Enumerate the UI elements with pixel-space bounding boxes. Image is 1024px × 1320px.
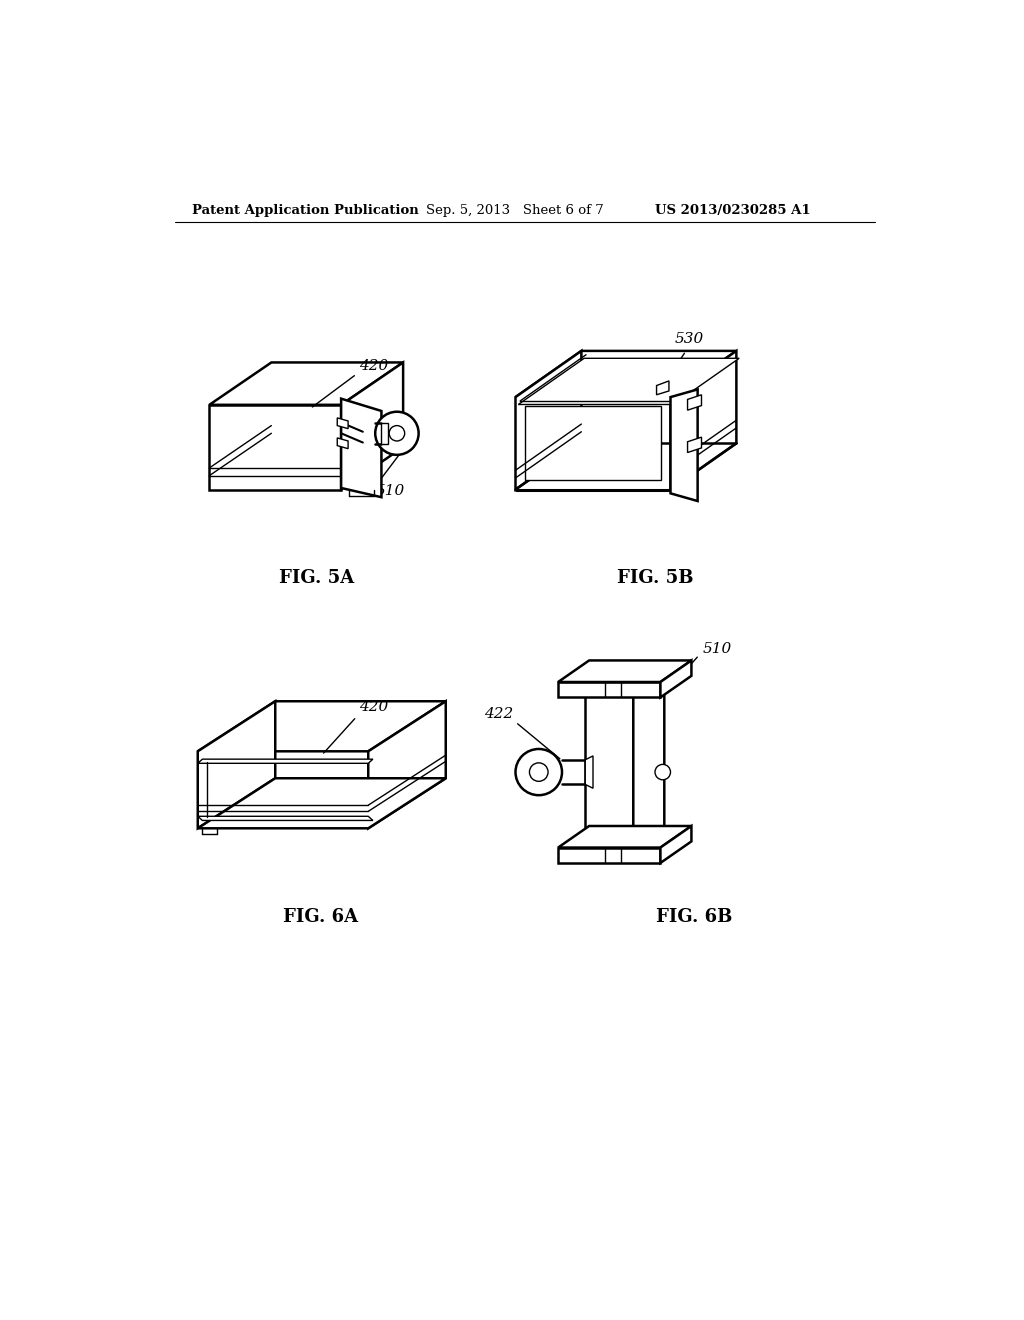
Polygon shape: [671, 351, 736, 490]
Circle shape: [655, 764, 671, 780]
Polygon shape: [586, 756, 593, 788]
Text: US 2013/0230285 A1: US 2013/0230285 A1: [655, 205, 811, 218]
Polygon shape: [671, 389, 697, 502]
Text: Sep. 5, 2013   Sheet 6 of 7: Sep. 5, 2013 Sheet 6 of 7: [426, 205, 604, 218]
Polygon shape: [198, 759, 373, 763]
Polygon shape: [337, 438, 348, 449]
Text: 510: 510: [375, 484, 404, 498]
Text: FIG. 5A: FIG. 5A: [279, 569, 354, 587]
Polygon shape: [337, 418, 348, 429]
Polygon shape: [369, 701, 445, 829]
Polygon shape: [687, 395, 701, 411]
Polygon shape: [341, 363, 403, 490]
Polygon shape: [341, 399, 381, 498]
Polygon shape: [660, 826, 691, 863]
Polygon shape: [198, 779, 445, 829]
Circle shape: [529, 763, 548, 781]
Text: 510: 510: [703, 642, 732, 656]
Polygon shape: [518, 358, 739, 404]
Text: 530: 530: [675, 333, 703, 346]
Polygon shape: [209, 363, 403, 405]
Polygon shape: [381, 422, 388, 444]
Text: Patent Application Publication: Patent Application Publication: [191, 205, 418, 218]
Polygon shape: [198, 701, 445, 751]
Text: FIG. 6B: FIG. 6B: [655, 908, 732, 925]
Polygon shape: [558, 847, 660, 863]
Circle shape: [515, 748, 562, 795]
Polygon shape: [586, 693, 633, 851]
Polygon shape: [656, 381, 669, 395]
Circle shape: [375, 412, 419, 455]
Polygon shape: [633, 672, 665, 851]
Polygon shape: [558, 826, 691, 847]
Polygon shape: [198, 816, 373, 821]
Text: 420: 420: [359, 359, 388, 374]
Polygon shape: [209, 405, 341, 490]
Polygon shape: [660, 660, 691, 697]
Text: 420: 420: [359, 700, 388, 714]
Text: FIG. 6A: FIG. 6A: [283, 908, 357, 925]
Circle shape: [389, 425, 404, 441]
Polygon shape: [524, 407, 662, 480]
Text: FIG. 5B: FIG. 5B: [616, 569, 693, 587]
Polygon shape: [198, 701, 275, 829]
Polygon shape: [515, 351, 582, 490]
Text: 422: 422: [484, 708, 514, 721]
Polygon shape: [558, 660, 691, 682]
Polygon shape: [558, 682, 660, 697]
Polygon shape: [586, 672, 665, 693]
Polygon shape: [687, 437, 701, 453]
Polygon shape: [515, 351, 736, 397]
